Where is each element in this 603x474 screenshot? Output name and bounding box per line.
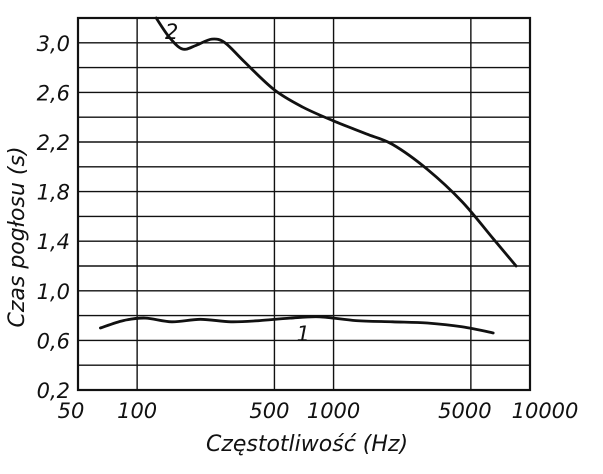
y-tick-label: 1,8 bbox=[37, 181, 70, 205]
x-tick-labels: 50 100 500 1000 5000 10000 bbox=[58, 399, 579, 423]
series-label-1: 1 bbox=[296, 322, 309, 346]
x-tick-label: 500 bbox=[249, 399, 289, 423]
x-tick-label: 100 bbox=[117, 399, 157, 423]
x-tick-label: 5000 bbox=[438, 399, 491, 423]
y-tick-label: 2,2 bbox=[37, 131, 70, 155]
x-tick-label: 50 bbox=[58, 399, 85, 423]
y-tick-label: 1,0 bbox=[37, 280, 70, 304]
x-tick-label: 1000 bbox=[307, 399, 360, 423]
y-tick-labels: 3,02,62,21,81,41,00,60,2 bbox=[37, 32, 70, 403]
y-tick-label: 0,6 bbox=[37, 329, 70, 353]
y-tick-label: 1,4 bbox=[37, 230, 70, 254]
y-axis-title: Czas pogłosu (s) bbox=[5, 146, 30, 327]
series-label-2: 2 bbox=[165, 20, 178, 44]
y-tick-label: 3,0 bbox=[37, 32, 70, 56]
x-axis-title: Częstotliwość (Hz) bbox=[206, 432, 408, 457]
y-tick-label: 2,6 bbox=[37, 81, 70, 105]
x-tick-label: 10000 bbox=[512, 399, 579, 423]
